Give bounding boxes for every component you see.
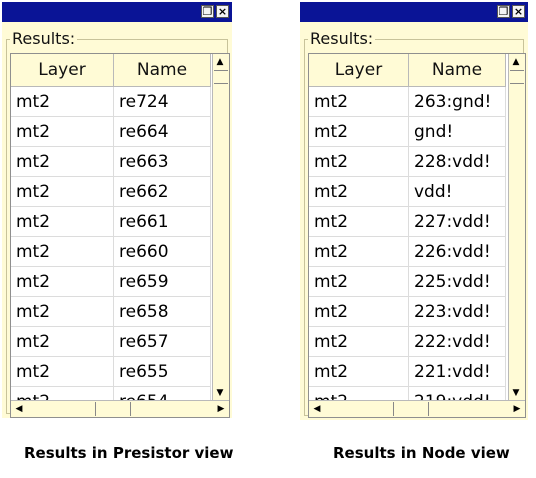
results-table: Layer Name mt2 263:gnd! mt2 gnd! mt2 228:vdd!…	[308, 53, 526, 418]
cell-name: re660	[114, 237, 211, 267]
cell-layer: mt2	[309, 297, 409, 327]
table-row[interactable]: mt2 re659	[11, 267, 211, 297]
cell-name: re657	[114, 327, 211, 357]
table-row[interactable]: mt2 228:vdd!	[309, 147, 506, 177]
cell-name: 225:vdd!	[409, 267, 506, 297]
cell-layer: mt2	[309, 237, 409, 267]
table-row[interactable]: mt2 re657	[11, 327, 211, 357]
arrow-up-icon[interactable]: ▲	[216, 57, 224, 67]
column-header-name[interactable]: Name	[409, 54, 506, 86]
vertical-scrollbar[interactable]: ▲ ▼	[508, 54, 525, 401]
title-bar[interactable]: ❐ ×	[2, 2, 232, 22]
cell-name: 223:vdd!	[409, 297, 506, 327]
table-row[interactable]: mt2 227:vdd!	[309, 207, 506, 237]
vertical-scrollbar[interactable]: ▲ ▼	[212, 54, 229, 401]
table-row[interactable]: mt2 re662	[11, 177, 211, 207]
results-panel-presistor: ❐ × Results: Layer Name mt2 re724 mt2 re664…	[2, 2, 232, 418]
cell-layer: mt2	[11, 267, 114, 297]
table-row[interactable]: mt2 re658	[11, 297, 211, 327]
table-row[interactable]: mt2 gnd!	[309, 117, 506, 147]
table-row[interactable]: mt2 226:vdd!	[309, 237, 506, 267]
cell-layer: mt2	[309, 87, 409, 117]
cell-name: re662	[114, 177, 211, 207]
close-icon[interactable]: ×	[216, 5, 229, 18]
results-label: Results:	[10, 29, 78, 49]
caption-presistor-view: Results in Presistor view	[24, 444, 234, 462]
cell-layer: mt2	[11, 327, 114, 357]
table-body: mt2 re724 mt2 re664 mt2 re663 mt2 re662 mt2 re661…	[11, 87, 211, 417]
table-row[interactable]: mt2 re664	[11, 117, 211, 147]
table-row[interactable]: mt2 re661	[11, 207, 211, 237]
table-row[interactable]: mt2 re724	[11, 87, 211, 117]
cell-layer: mt2	[11, 87, 114, 117]
cell-layer: mt2	[309, 327, 409, 357]
table-body: mt2 263:gnd! mt2 gnd! mt2 228:vdd! mt2 vdd! mt2 2…	[309, 87, 506, 417]
cell-name: re724	[114, 87, 211, 117]
table-header: Layer Name	[309, 54, 506, 87]
results-table: Layer Name mt2 re724 mt2 re664 mt2 re663 mt2 re…	[10, 53, 230, 418]
arrow-right-icon[interactable]: ▶	[217, 404, 225, 414]
cell-layer: mt2	[309, 267, 409, 297]
cell-name: 228:vdd!	[409, 147, 506, 177]
arrow-left-icon[interactable]: ◀	[15, 404, 23, 414]
table-row[interactable]: mt2 vdd!	[309, 177, 506, 207]
table-header: Layer Name	[11, 54, 211, 87]
cell-layer: mt2	[11, 207, 114, 237]
caption-node-view: Results in Node view	[333, 444, 510, 462]
cell-name: 222:vdd!	[409, 327, 506, 357]
title-bar[interactable]: ❐ ×	[300, 2, 528, 22]
cell-name: 263:gnd!	[409, 87, 506, 117]
cell-layer: mt2	[11, 357, 114, 387]
cell-layer: mt2	[11, 237, 114, 267]
cell-layer: mt2	[309, 177, 409, 207]
results-label: Results:	[308, 29, 376, 49]
table-row[interactable]: mt2 263:gnd!	[309, 87, 506, 117]
cell-layer: mt2	[11, 177, 114, 207]
horizontal-scrollbar[interactable]: ◀ ▶	[309, 400, 525, 417]
cell-name: re664	[114, 117, 211, 147]
table-row[interactable]: mt2 re660	[11, 237, 211, 267]
results-panel-node: ❐ × Results: Layer Name mt2 263:gnd! mt2 gn…	[300, 2, 528, 420]
cell-layer: mt2	[11, 297, 114, 327]
table-row[interactable]: mt2 225:vdd!	[309, 267, 506, 297]
horizontal-scroll-thumb[interactable]	[95, 402, 131, 416]
cell-name: 227:vdd!	[409, 207, 506, 237]
arrow-down-icon[interactable]: ▼	[512, 388, 520, 398]
restore-icon[interactable]: ❐	[201, 5, 214, 18]
cell-name: re659	[114, 267, 211, 297]
table-row[interactable]: mt2 223:vdd!	[309, 297, 506, 327]
cell-layer: mt2	[309, 117, 409, 147]
cell-layer: mt2	[309, 207, 409, 237]
cell-name: re655	[114, 357, 211, 387]
cell-layer: mt2	[11, 147, 114, 177]
cell-name: vdd!	[409, 177, 506, 207]
vertical-scroll-thumb[interactable]	[214, 70, 228, 84]
table-row[interactable]: mt2 221:vdd!	[309, 357, 506, 387]
column-header-layer[interactable]: Layer	[11, 54, 114, 86]
cell-name: 221:vdd!	[409, 357, 506, 387]
arrow-left-icon[interactable]: ◀	[313, 404, 321, 414]
table-row[interactable]: mt2 re655	[11, 357, 211, 387]
cell-name: re661	[114, 207, 211, 237]
column-header-name[interactable]: Name	[114, 54, 211, 86]
cell-name: re663	[114, 147, 211, 177]
vertical-scroll-thumb[interactable]	[510, 70, 524, 84]
restore-icon[interactable]: ❐	[497, 5, 510, 18]
arrow-down-icon[interactable]: ▼	[216, 388, 224, 398]
cell-name: gnd!	[409, 117, 506, 147]
close-icon[interactable]: ×	[512, 5, 525, 18]
horizontal-scrollbar[interactable]: ◀ ▶	[11, 400, 229, 417]
cell-layer: mt2	[11, 117, 114, 147]
cell-layer: mt2	[309, 357, 409, 387]
table-row[interactable]: mt2 re663	[11, 147, 211, 177]
arrow-right-icon[interactable]: ▶	[513, 404, 521, 414]
arrow-up-icon[interactable]: ▲	[512, 57, 520, 67]
column-header-layer[interactable]: Layer	[309, 54, 409, 86]
cell-layer: mt2	[309, 147, 409, 177]
table-row[interactable]: mt2 222:vdd!	[309, 327, 506, 357]
cell-name: re658	[114, 297, 211, 327]
cell-name: 226:vdd!	[409, 237, 506, 267]
horizontal-scroll-thumb[interactable]	[393, 402, 429, 416]
